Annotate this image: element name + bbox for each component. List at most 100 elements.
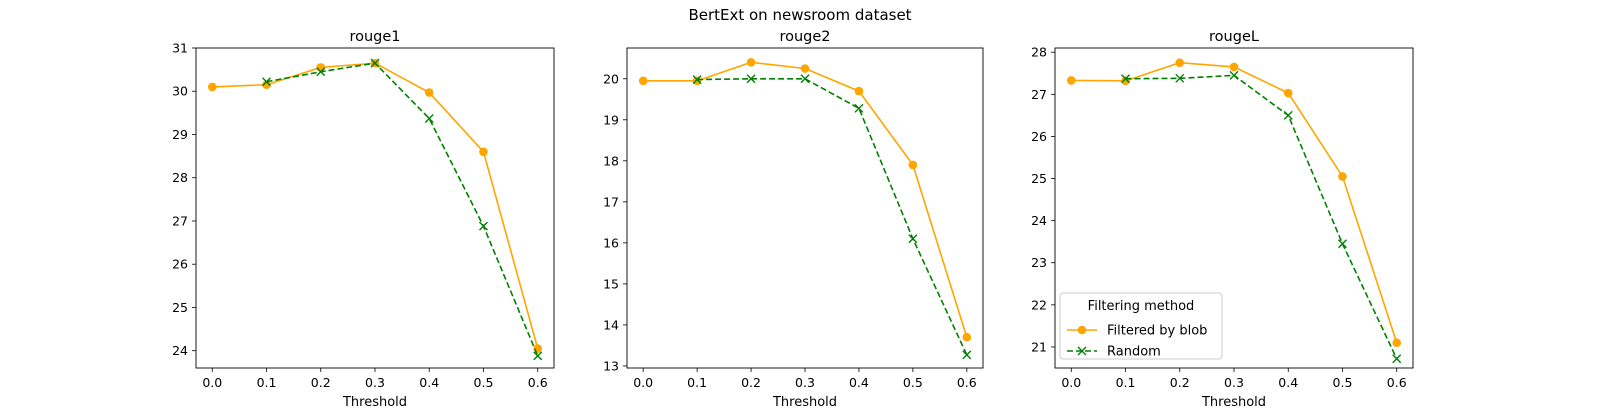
x-tick-label: 0.2 bbox=[741, 375, 761, 390]
data-point-random bbox=[1337, 239, 1347, 249]
data-point-filtered bbox=[1229, 62, 1239, 72]
y-tick-label: 21 bbox=[1031, 339, 1047, 354]
y-tick-label: 29 bbox=[172, 127, 188, 142]
subplots: rouge1 0.0 0.1 0.2 0.3 0.4 0.5 0.6 24 25 26 27 28 29 3… bbox=[172, 29, 1414, 410]
x-tick-label: 0.4 bbox=[1278, 375, 1298, 390]
data-point-filtered bbox=[479, 147, 488, 157]
y-tick-label: 25 bbox=[172, 300, 188, 315]
y-tick-label: 14 bbox=[603, 317, 619, 332]
data-point-filtered bbox=[1175, 58, 1185, 68]
y-tick-label: 24 bbox=[1031, 213, 1047, 228]
x-tick-label: 0.6 bbox=[957, 375, 977, 390]
x-tick-label: 0.3 bbox=[795, 375, 815, 390]
data-point-random bbox=[746, 74, 756, 84]
data-point-filtered bbox=[207, 82, 217, 92]
legend-marker-random bbox=[1077, 346, 1087, 356]
data-point-filtered bbox=[962, 332, 972, 342]
y-tick-label: 15 bbox=[603, 276, 619, 291]
figure-title: BertExt on newsroom dataset bbox=[688, 6, 911, 24]
data-point-random bbox=[908, 234, 918, 244]
y-tick-label: 26 bbox=[172, 257, 188, 272]
x-tick-label: 0.5 bbox=[903, 375, 923, 390]
x-axis-label: Threshold bbox=[772, 395, 837, 410]
y-tick-label: 13 bbox=[603, 358, 619, 373]
x-tick-label: 0.0 bbox=[1061, 375, 1081, 390]
x-tick-label: 0.4 bbox=[849, 375, 869, 390]
data-point-filtered bbox=[316, 63, 326, 72]
x-tick-label: 0.5 bbox=[1333, 375, 1353, 390]
x-tick-label: 0.0 bbox=[633, 375, 653, 390]
data-point-filtered bbox=[1066, 76, 1076, 85]
data-point-filtered bbox=[638, 76, 648, 86]
legend-marker-filtered bbox=[1077, 325, 1087, 335]
x-tick-label: 0.3 bbox=[1224, 375, 1244, 390]
y-tick-label: 27 bbox=[172, 213, 188, 228]
legend-title: Filtering method bbox=[1088, 299, 1195, 314]
data-point-random bbox=[262, 77, 272, 87]
subplot-title: rougeL bbox=[1209, 29, 1259, 45]
legend-box bbox=[1059, 292, 1223, 360]
data-point-random bbox=[1283, 110, 1293, 120]
x-tick-label: 0.5 bbox=[474, 375, 494, 390]
y-tick-label: 18 bbox=[603, 153, 619, 168]
x-tick-label: 0.1 bbox=[1116, 375, 1136, 390]
legend-label-random: Random bbox=[1107, 345, 1161, 360]
y-tick-label: 20 bbox=[603, 71, 619, 86]
x-axis-label: Threshold bbox=[1201, 395, 1266, 410]
data-point-random bbox=[478, 221, 488, 231]
data-point-random bbox=[533, 351, 543, 361]
series-line-filtered bbox=[212, 62, 539, 349]
series-line-filtered bbox=[643, 61, 968, 338]
data-point-filtered bbox=[692, 76, 702, 86]
data-point-random bbox=[316, 67, 326, 77]
plot-frame bbox=[195, 47, 555, 369]
y-tick-label: 28 bbox=[1031, 45, 1047, 60]
series-line-random bbox=[697, 77, 968, 356]
y-tick-label: 25 bbox=[1031, 171, 1047, 186]
data-point-filtered bbox=[1392, 338, 1402, 348]
y-tick-label: 26 bbox=[1031, 129, 1047, 144]
data-point-filtered bbox=[800, 64, 810, 73]
plot-frame bbox=[1054, 47, 1414, 369]
x-tick-label: 0.6 bbox=[528, 375, 548, 390]
subplot-title: rouge2 bbox=[779, 29, 830, 45]
data-point-filtered bbox=[1338, 172, 1347, 181]
plot-frame bbox=[626, 47, 984, 369]
series-line-random bbox=[266, 62, 539, 357]
x-axis-label: Threshold bbox=[342, 395, 407, 410]
data-point-random bbox=[1175, 73, 1185, 83]
data-point-random bbox=[692, 75, 702, 85]
data-point-random bbox=[1229, 70, 1239, 80]
legend-label-filtered: Filtered by blob bbox=[1107, 324, 1207, 339]
subplot-rougeL: rougeL 0.0 0.1 0.2 0.3 0.4 0.5 0.6 21 22 23 24 25 26 2… bbox=[1031, 29, 1414, 410]
y-tick-label: 22 bbox=[1031, 297, 1047, 312]
data-point-random bbox=[424, 113, 434, 123]
subplot-rouge1: rouge1 0.0 0.1 0.2 0.3 0.4 0.5 0.6 24 25 26 27 28 29 3… bbox=[172, 29, 555, 410]
data-point-filtered bbox=[854, 86, 864, 96]
data-point-random bbox=[800, 74, 810, 84]
y-tick-label: 17 bbox=[603, 194, 619, 209]
y-tick-label: 27 bbox=[1031, 87, 1047, 102]
y-tick-label: 31 bbox=[172, 41, 188, 56]
data-point-random bbox=[854, 103, 864, 113]
data-point-filtered bbox=[1283, 88, 1293, 98]
x-tick-label: 0.6 bbox=[1387, 375, 1407, 390]
data-point-filtered bbox=[262, 80, 271, 90]
y-tick-label: 28 bbox=[172, 170, 188, 185]
legend: Filtering method Filtered by blob Random bbox=[1059, 292, 1223, 360]
data-point-filtered bbox=[533, 344, 543, 353]
data-point-random bbox=[370, 58, 380, 68]
y-tick-label: 16 bbox=[603, 235, 619, 250]
y-tick-label: 30 bbox=[172, 84, 188, 99]
y-tick-label: 24 bbox=[172, 343, 188, 358]
series-line-random bbox=[1125, 74, 1398, 360]
x-tick-label: 0.0 bbox=[202, 375, 222, 390]
data-point-random bbox=[1121, 74, 1131, 84]
data-point-filtered bbox=[424, 88, 434, 97]
x-tick-label: 0.1 bbox=[257, 375, 277, 390]
data-point-random bbox=[962, 350, 972, 360]
data-point-random bbox=[1392, 354, 1402, 364]
x-tick-label: 0.2 bbox=[311, 375, 331, 390]
y-tick-label: 23 bbox=[1031, 255, 1047, 270]
